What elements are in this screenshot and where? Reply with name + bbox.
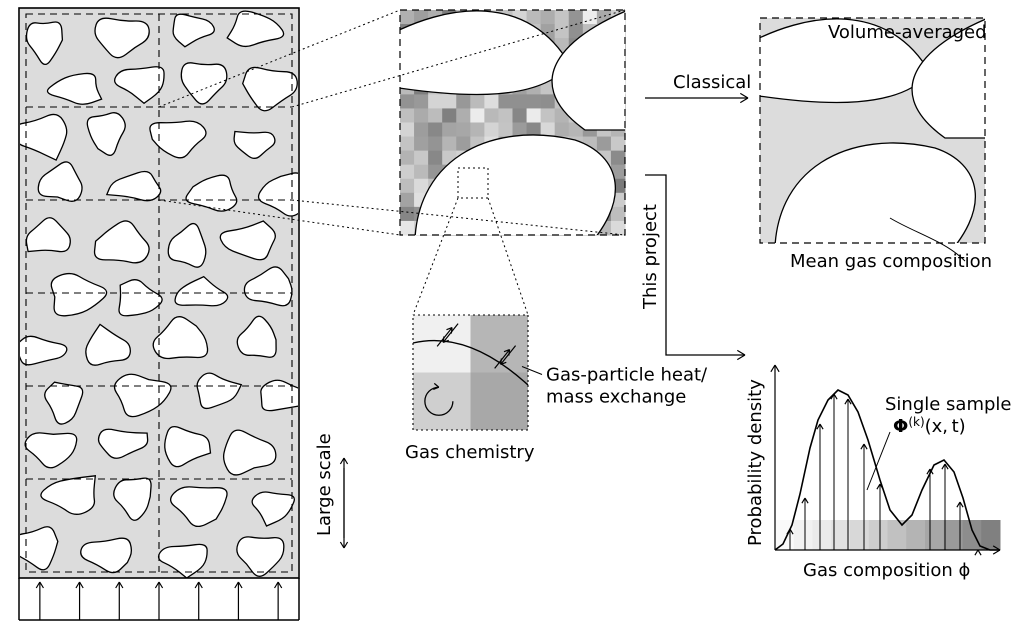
label-volume-averaged: Volume-averaged bbox=[828, 22, 987, 43]
label-exchange-2: mass exchange bbox=[546, 387, 686, 408]
label-phi: Φ(k)(x, t) bbox=[893, 415, 966, 437]
label-mean-gas: Mean gas composition bbox=[790, 251, 992, 272]
label-gas-composition: Gas composition ϕ bbox=[803, 560, 970, 581]
label-single-sample: Single sample bbox=[885, 394, 1012, 415]
label-exchange-1: Gas-particle heat/ bbox=[546, 365, 708, 386]
label-gas-chemistry: Gas chemistry bbox=[405, 442, 535, 463]
packed-bed bbox=[13, 8, 347, 620]
label-prob-density: Probability density bbox=[745, 379, 766, 546]
classical-panel bbox=[645, 8, 1015, 263]
label-classical: Classical bbox=[673, 72, 751, 93]
label-this-project: This project bbox=[640, 204, 661, 310]
diagram-root: Large scale Gas chemistry Gas-particle hea… bbox=[0, 0, 1024, 629]
grain bbox=[261, 380, 313, 410]
label-large-scale: Large scale bbox=[314, 433, 335, 536]
